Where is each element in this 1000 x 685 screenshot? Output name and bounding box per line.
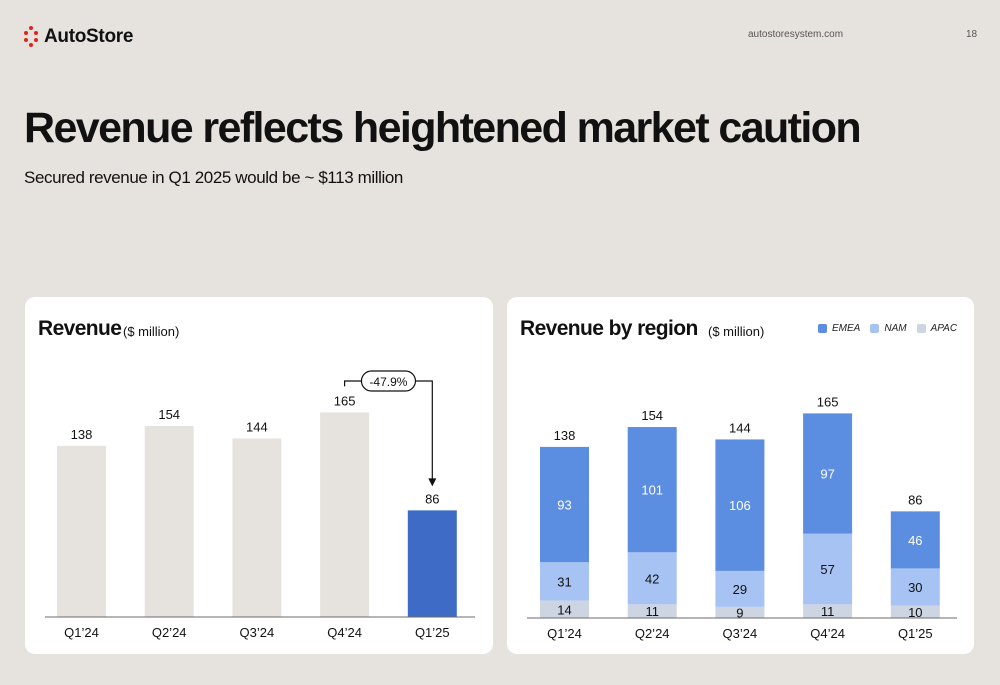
region-value-label-emea-q3-24: 106 [729, 498, 751, 513]
legend-label-nam: NAM [884, 323, 907, 334]
region-bar-emea-q3-24 [715, 439, 765, 571]
region-bar-apac-q4-24 [803, 604, 853, 618]
region-value-label-apac-q2-24: 11 [645, 604, 659, 619]
region-value-label-nam-q4-24: 57 [820, 562, 834, 577]
region-value-label-nam-q1-25: 30 [908, 580, 922, 595]
revenue-value-label-q2-24: 154 [158, 407, 180, 422]
region-bar-apac-q2-24 [627, 604, 677, 618]
page-number: 18 [966, 29, 978, 40]
revenue-bar-q1-24 [57, 445, 106, 617]
region-value-label-emea-q1-25: 46 [908, 533, 922, 548]
region-bar-emea-q2-24 [627, 427, 677, 553]
revenue-chart: 138 Q1’24 154 Q2’24 144 Q3’24 165 Q4’24 86 Q1’25 -… [45, 370, 475, 640]
region-xtick-q1-24: Q1’24 [547, 626, 582, 641]
region-bar-nam-q3-24 [715, 570, 765, 607]
legend-label-apac: APAC [930, 323, 958, 334]
legend-label-emea: EMEA [832, 323, 861, 334]
region-value-label-apac-q1-24: 14 [557, 602, 571, 617]
autostore-logo-icon [24, 26, 38, 48]
region-value-label-emea-q2-24: 101 [641, 483, 663, 498]
region-bar-apac-q3-24 [715, 606, 765, 618]
region-total-label-q4-24: 165 [817, 394, 839, 409]
region-bar-emea-q4-24 [803, 413, 853, 534]
region-xtick-q3-24: Q3’24 [723, 626, 758, 641]
page-subtitle: Secured revenue in Q1 2025 would be ~ $1… [24, 168, 403, 187]
revenue-chart-unit: ($ million) [123, 324, 180, 339]
revenue-value-label-q1-24: 138 [71, 427, 93, 442]
region-bar-nam-q1-24 [540, 562, 589, 601]
region-xtick-q2-24: Q2’24 [635, 626, 670, 641]
region-value-label-emea-q4-24: 97 [820, 467, 834, 482]
revenue-change-badge [360, 370, 417, 392]
region-value-label-apac-q1-25: 10 [908, 605, 922, 620]
revenue-value-label-q1-25: 86 [425, 491, 439, 506]
region-value-label-nam-q1-24: 31 [557, 574, 571, 589]
brand-logo: AutoStore [24, 26, 133, 48]
region-bar-emea-q1-25 [890, 511, 940, 569]
legend-swatch-nam [870, 324, 880, 333]
page-title: Revenue reflects heightened market cauti… [24, 104, 862, 152]
region-chart-unit: ($ million) [708, 324, 765, 339]
legend-swatch-apac [916, 324, 926, 333]
revenue-card: 138 Q1’24 154 Q2’24 144 Q3’24 165 Q4’24 86 Q1’25 -… [25, 297, 493, 654]
region-bar-nam-q4-24 [803, 533, 853, 605]
revenue-chart-title: Revenue [38, 317, 122, 340]
region-total-label-q1-24: 138 [554, 428, 576, 443]
site-url: autostoresystem.com [748, 29, 844, 40]
legend-item-apac: APAC [916, 323, 958, 334]
revenue-change-label: -47.9% [369, 375, 407, 389]
revenue-change-arrowhead [428, 478, 437, 487]
region-bar-emea-q1-24 [540, 446, 589, 563]
legend-swatch-emea [818, 324, 827, 333]
region-total-label-q2-24: 154 [641, 408, 663, 423]
legend-item-emea: EMEA [818, 323, 860, 334]
region-chart: 14 31 93 138 Q1’24 11 42 101 154 Q2’24 9 29 106 144 Q3… [527, 394, 957, 641]
brand-name: AutoStore [44, 26, 134, 47]
region-bar-nam-q1-25 [890, 568, 940, 606]
revenue-bar-q3-24 [232, 438, 282, 617]
region-bar-nam-q2-24 [627, 552, 677, 605]
region-value-label-apac-q4-24: 11 [821, 604, 835, 619]
region-value-label-emea-q1-24: 93 [557, 498, 571, 513]
revenue-value-label-q4-24: 165 [334, 393, 356, 408]
legend-item-nam: NAM [870, 323, 907, 334]
revenue-xtick-q2-24: Q2’24 [152, 625, 187, 640]
region-card: 14 31 93 138 Q1’24 11 42 101 154 Q2’24 9 29 106 144 Q3… [507, 297, 974, 654]
revenue-bar-q1-25 [407, 510, 457, 617]
region-value-label-nam-q3-24: 29 [733, 582, 747, 597]
revenue-xtick-q3-24: Q3’24 [240, 625, 275, 640]
revenue-xtick-q4-24: Q4’24 [327, 625, 362, 640]
revenue-bar-q2-24 [144, 426, 194, 617]
revenue-bar-q4-24 [320, 412, 370, 617]
region-total-label-q1-25: 86 [908, 492, 922, 507]
region-chart-title: Revenue by region [520, 317, 698, 340]
region-value-label-nam-q2-24: 42 [645, 571, 659, 586]
region-legend: EMEA NAM APAC [818, 323, 957, 334]
region-bar-apac-q1-25 [890, 605, 940, 618]
region-xtick-q4-24: Q4’24 [810, 626, 845, 641]
revenue-xtick-q1-25: Q1’25 [415, 625, 450, 640]
region-value-label-apac-q3-24: 9 [736, 605, 743, 620]
region-bar-apac-q1-24 [540, 600, 589, 618]
revenue-value-label-q3-24: 144 [246, 419, 268, 434]
revenue-xtick-q1-24: Q1’24 [64, 625, 99, 640]
region-xtick-q1-25: Q1’25 [898, 626, 933, 641]
region-total-label-q3-24: 144 [729, 420, 751, 435]
